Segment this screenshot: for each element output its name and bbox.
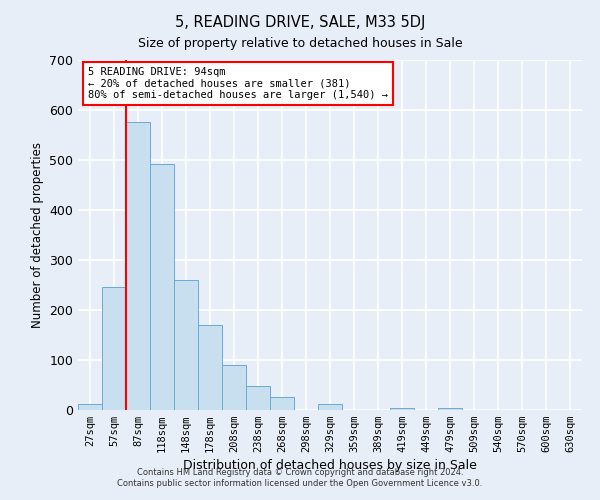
Bar: [270, 396, 294, 410]
Text: Contains HM Land Registry data © Crown copyright and database right 2024.
Contai: Contains HM Land Registry data © Crown c…: [118, 468, 482, 487]
Bar: [246, 386, 270, 410]
Bar: [174, 280, 198, 410]
Text: 5 READING DRIVE: 94sqm
← 20% of detached houses are smaller (381)
80% of semi-de: 5 READING DRIVE: 94sqm ← 20% of detached…: [88, 67, 388, 100]
Bar: [78, 404, 102, 410]
Bar: [126, 122, 150, 410]
Text: Size of property relative to detached houses in Sale: Size of property relative to detached ho…: [137, 38, 463, 51]
Bar: [438, 408, 462, 410]
Bar: [150, 164, 174, 410]
Bar: [102, 286, 126, 410]
Bar: [222, 365, 246, 410]
Bar: [318, 404, 342, 410]
Bar: [390, 408, 414, 410]
Text: 5, READING DRIVE, SALE, M33 5DJ: 5, READING DRIVE, SALE, M33 5DJ: [175, 15, 425, 30]
Y-axis label: Number of detached properties: Number of detached properties: [31, 142, 44, 328]
Bar: [198, 325, 222, 410]
X-axis label: Distribution of detached houses by size in Sale: Distribution of detached houses by size …: [183, 460, 477, 472]
